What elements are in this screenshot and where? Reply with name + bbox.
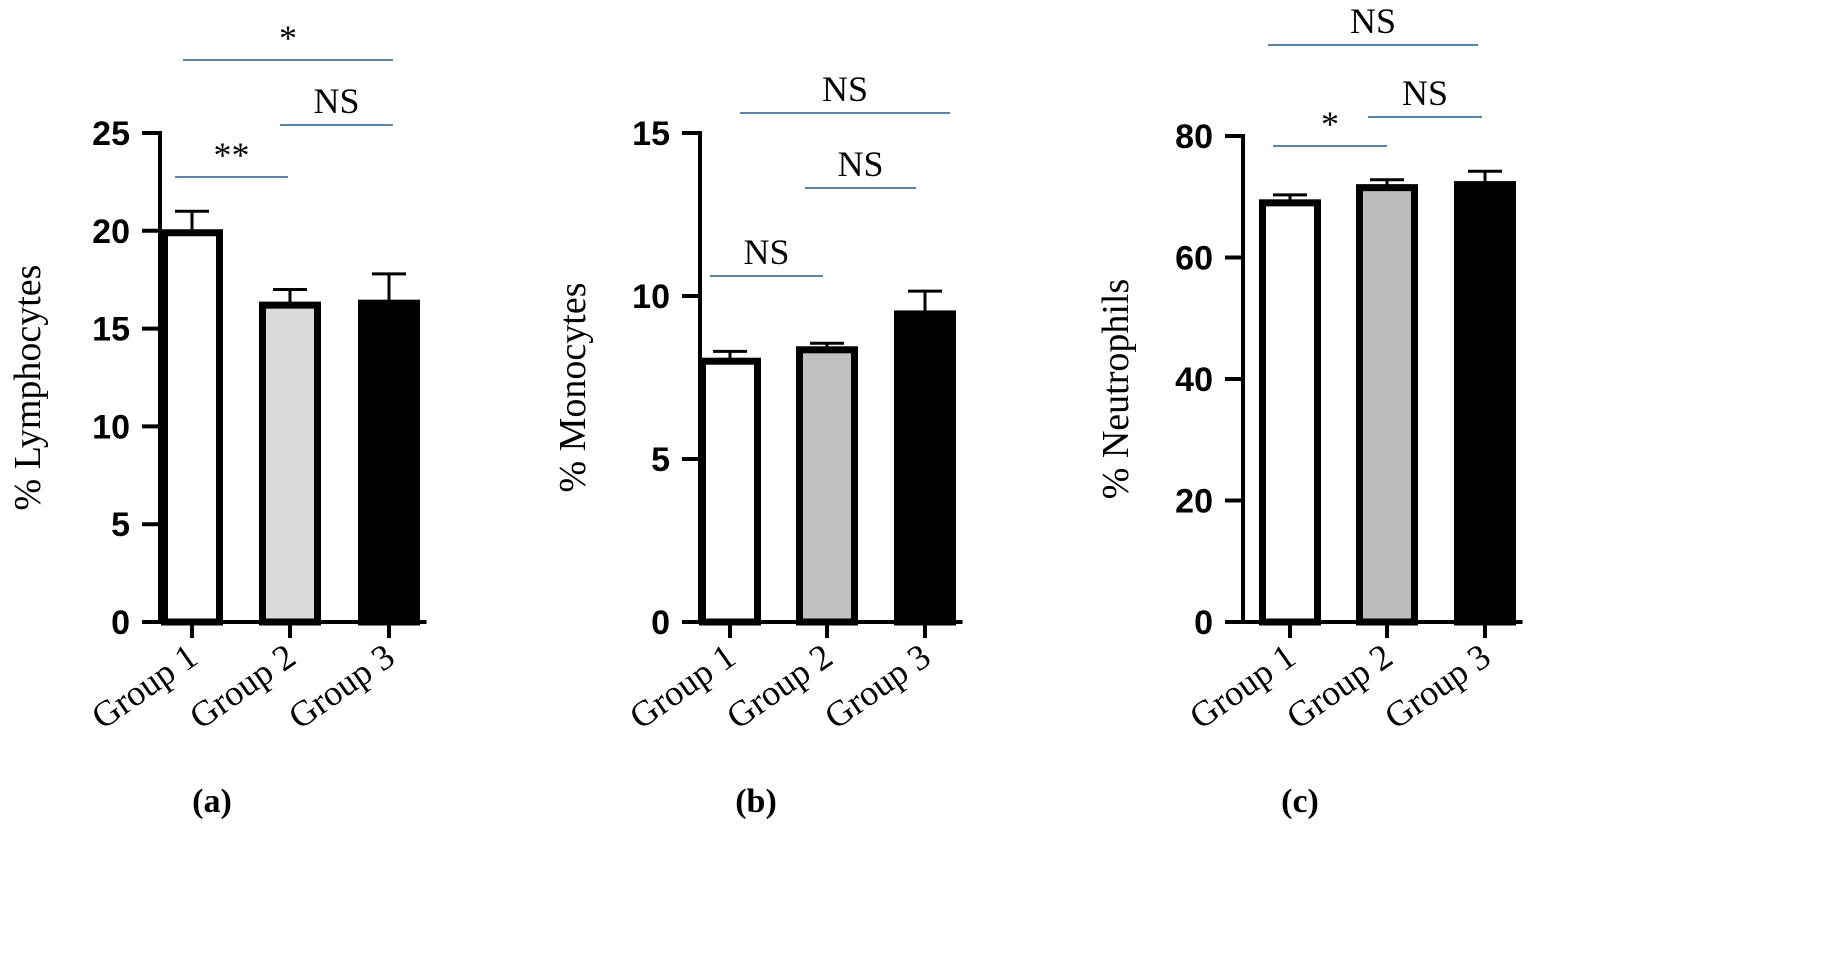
bar-2 [1356,184,1418,626]
y-tick-label: 10 [92,408,130,446]
significance-label: * [279,18,297,58]
significance-label: NS [313,81,359,121]
y-tick-label: 5 [111,506,130,544]
bar-1 [1259,199,1321,626]
y-axis-title: % Monocytes [552,282,594,492]
significance-label: ** [214,135,250,175]
category-label: Group 2 [1279,636,1399,737]
category-label: Group 1 [622,636,742,737]
panel-label: (c) [1281,783,1319,820]
category-label: Group 1 [1182,636,1302,737]
bar-3 [894,310,956,626]
category-label: Group 3 [281,636,401,737]
category-label: Group 2 [182,636,302,737]
bar-3 [358,299,420,626]
significance-label: NS [743,232,789,272]
category-label: Group 1 [84,636,204,737]
y-tick-label: 40 [1175,361,1213,399]
panel-label: (b) [735,783,777,820]
y-axis-title: % Lymphocytes [7,265,49,511]
category-label: Group 3 [817,636,937,737]
significance-label: NS [837,144,883,184]
significance-label: NS [822,69,868,109]
bar-2 [259,301,321,626]
y-tick-label: 20 [92,213,130,251]
y-tick-label: 60 [1175,240,1213,278]
significance-label: NS [1402,73,1448,113]
y-tick-label: 25 [92,115,130,153]
significance-label: * [1321,104,1339,144]
y-tick-label: 0 [651,604,670,642]
y-tick-label: 10 [632,278,670,316]
bar-1 [699,357,761,626]
y-axis-title: % Neutrophils [1095,279,1137,500]
category-label: Group 3 [1377,636,1497,737]
bar-1 [161,229,223,626]
significance-label: NS [1350,1,1396,41]
y-tick-label: 5 [651,441,670,479]
bar-2 [796,346,858,626]
category-label: Group 2 [719,636,839,737]
y-tick-label: 20 [1175,483,1213,521]
panel-label: (a) [192,783,232,820]
y-tick-label: 80 [1175,118,1213,156]
y-tick-label: 0 [1194,604,1213,642]
y-tick-label: 15 [632,115,670,153]
y-tick-label: 0 [111,604,130,642]
bar-3 [1454,181,1516,626]
y-tick-label: 15 [92,311,130,349]
